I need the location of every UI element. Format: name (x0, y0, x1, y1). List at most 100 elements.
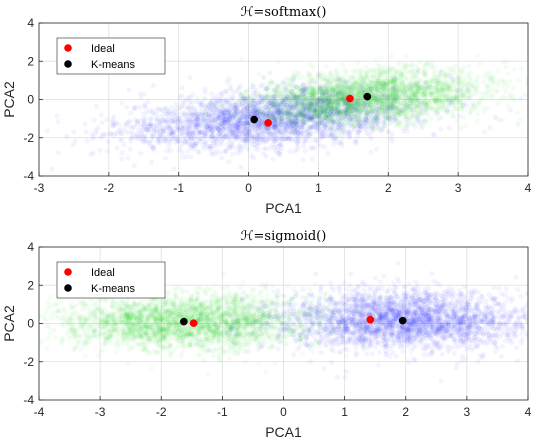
cloud-point (369, 129, 375, 135)
cloud-point (284, 102, 290, 108)
cloud-point (346, 135, 352, 141)
cloud-point (226, 100, 232, 107)
cloud-point (134, 119, 140, 126)
cloud-point (300, 75, 306, 81)
cloud-point (376, 103, 382, 109)
cloud-point (507, 94, 513, 100)
cloud-point (309, 94, 315, 100)
cloud-point (393, 94, 399, 100)
cloud-point (241, 132, 247, 138)
cloud-point (264, 126, 270, 132)
cloud-point (488, 95, 494, 101)
cloud-point (262, 95, 269, 101)
cloud-point (216, 131, 222, 137)
cloud-point (162, 137, 168, 143)
cloud-point (169, 132, 175, 138)
cloud-point (388, 104, 394, 110)
cloud-point (306, 116, 312, 122)
cloud-point (175, 128, 181, 134)
cloud-point (388, 68, 394, 74)
cloud-point (319, 120, 325, 126)
cloud-point (251, 142, 257, 148)
cloud-point (302, 96, 308, 103)
cloud-point (333, 107, 339, 113)
cloud-point (320, 126, 326, 132)
cloud-point (243, 117, 249, 123)
cloud-point (335, 73, 341, 79)
cloud-point (258, 124, 264, 130)
cloud-point (307, 116, 313, 122)
cloud-point (420, 109, 426, 115)
cloud-point (268, 131, 274, 138)
cloud-point (272, 127, 278, 133)
cloud-point (275, 136, 281, 142)
cloud-point (310, 105, 316, 111)
cloud-point (320, 92, 326, 98)
cloud-point (237, 117, 243, 123)
cloud-point (293, 119, 299, 125)
cloud-point (213, 96, 219, 102)
cloud-point (278, 136, 284, 142)
cloud-point (403, 63, 409, 69)
cloud-point (213, 125, 219, 131)
cloud-point (351, 105, 358, 111)
cloud-point (160, 132, 166, 138)
cloud-point (319, 93, 325, 99)
cloud-point (308, 115, 314, 121)
cloud-point (362, 104, 369, 111)
cloud-point (295, 135, 301, 141)
cloud-point (276, 143, 282, 149)
cloud-point (232, 131, 238, 137)
cloud-point (233, 122, 239, 128)
cloud-point (336, 96, 342, 103)
cloud-point (374, 103, 380, 109)
cloud-point (293, 121, 299, 127)
cloud-point (272, 101, 278, 107)
cloud-point (317, 104, 323, 110)
cloud-point (344, 111, 350, 117)
cloud-point (301, 103, 307, 109)
cloud-point (218, 139, 224, 145)
cloud-point (278, 110, 284, 116)
cloud-point (206, 122, 212, 128)
cloud-point (263, 104, 269, 110)
cloud-point (225, 98, 231, 104)
cloud-point (111, 114, 117, 120)
cloud-point (343, 68, 349, 74)
cloud-point (187, 124, 193, 130)
cloud-point (176, 126, 182, 132)
cloud-point (289, 97, 295, 103)
cloud-point (84, 138, 90, 144)
cloud-point (375, 111, 381, 117)
cloud-point (223, 125, 230, 132)
cloud-point (263, 111, 269, 117)
cloud-point (318, 110, 324, 116)
cloud-point (185, 116, 191, 122)
cloud-point (140, 111, 147, 117)
cloud-point (144, 126, 150, 133)
cloud-point (347, 132, 353, 138)
cloud-point (215, 125, 221, 131)
cloud-point (364, 110, 370, 116)
cloud-point (262, 114, 268, 120)
cloud-point (313, 97, 319, 103)
cloud-point (217, 90, 224, 96)
cloud-point (184, 119, 190, 126)
cloud-point (297, 107, 303, 113)
cloud-point (229, 130, 235, 136)
cloud-point (303, 107, 310, 113)
cloud-point (193, 127, 199, 133)
cloud-point (148, 144, 154, 150)
cloud-point (309, 117, 315, 123)
cloud-point (157, 139, 164, 145)
cloud-point (277, 148, 283, 154)
cloud-point (309, 156, 315, 162)
cloud-point (352, 137, 358, 143)
cloud-point (221, 123, 228, 130)
cloud-point (318, 129, 324, 135)
cloud-point (215, 116, 221, 122)
cloud-point (371, 124, 377, 131)
cloud-point (240, 96, 246, 102)
cloud-point (351, 122, 357, 128)
cloud-point (296, 94, 302, 100)
